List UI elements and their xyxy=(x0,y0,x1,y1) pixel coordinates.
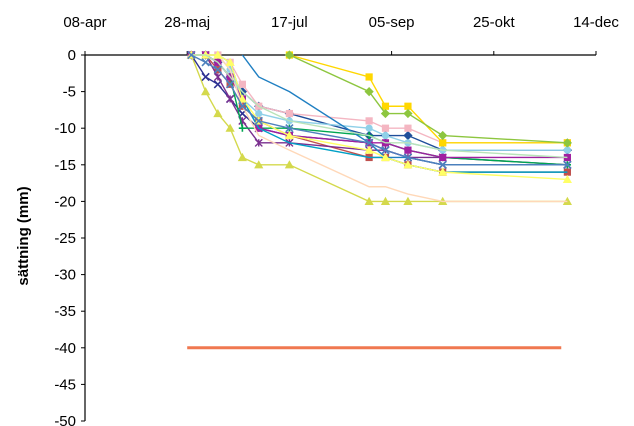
x-tick-label: 08-apr xyxy=(63,14,106,31)
data-point xyxy=(404,146,412,154)
series-line xyxy=(191,54,568,151)
data-point xyxy=(237,152,247,162)
series-line xyxy=(191,54,568,166)
data-point xyxy=(284,50,294,60)
data-point xyxy=(404,102,412,110)
data-point xyxy=(226,94,235,104)
data-point xyxy=(201,58,210,67)
data-point xyxy=(213,50,223,59)
data-point xyxy=(562,196,572,205)
y-tick-label: -15 xyxy=(54,157,76,174)
data-point xyxy=(213,65,223,74)
x-tick-label: 17-jul xyxy=(271,14,308,31)
data-point xyxy=(225,80,235,89)
series-line xyxy=(289,54,568,144)
data-point xyxy=(381,102,390,110)
series-17 xyxy=(187,50,572,169)
data-point xyxy=(255,109,263,118)
data-point xyxy=(404,124,412,132)
series-line xyxy=(190,54,568,203)
data-point xyxy=(563,160,572,169)
series-line xyxy=(191,54,568,159)
data-point xyxy=(403,196,413,205)
data-point xyxy=(213,72,222,82)
data-point xyxy=(562,174,572,184)
data-point xyxy=(381,124,390,132)
y-tick-label: -40 xyxy=(54,340,76,357)
series-line xyxy=(191,54,568,144)
series-line xyxy=(191,54,568,181)
data-point xyxy=(364,138,374,148)
data-point xyxy=(380,152,391,162)
series-line xyxy=(191,54,568,166)
y-tick-label: -35 xyxy=(54,303,76,320)
data-point xyxy=(200,87,211,96)
y-tick-label: -5 xyxy=(63,84,76,101)
data-point xyxy=(213,108,223,118)
data-point xyxy=(438,130,448,141)
x-tick-label: 05-sep xyxy=(369,14,415,31)
data-point xyxy=(438,160,447,169)
x-tick-label: 14-dec xyxy=(573,14,619,31)
data-point xyxy=(439,153,447,162)
data-point xyxy=(284,130,294,140)
y-tick-label: -25 xyxy=(54,230,76,247)
data-point xyxy=(381,131,390,140)
data-point xyxy=(225,123,235,132)
y-tick-label: 0 xyxy=(68,47,76,64)
data-point xyxy=(365,124,373,132)
series-group xyxy=(186,50,572,205)
y-tick-label: -50 xyxy=(54,413,76,426)
data-point xyxy=(563,168,571,176)
series-16 xyxy=(191,54,568,159)
x-tick-label: 28-maj xyxy=(164,14,210,31)
data-point xyxy=(254,138,263,147)
y-tick-label: -10 xyxy=(54,120,76,137)
data-point xyxy=(381,145,390,155)
series-line xyxy=(190,54,568,166)
data-point xyxy=(403,153,413,162)
data-point xyxy=(563,146,571,154)
data-point xyxy=(562,138,572,148)
y-axis-ticks: 0 -5 -10 -15 -20 -25 -30 -35 -40 -45 -50 xyxy=(54,47,85,426)
series-line xyxy=(190,54,568,166)
data-point xyxy=(365,73,373,81)
y-axis-title: sättning (mm) xyxy=(15,186,32,285)
data-point xyxy=(365,117,373,125)
data-point xyxy=(364,145,374,154)
data-point xyxy=(403,108,413,119)
data-point xyxy=(380,196,391,205)
data-point xyxy=(187,50,196,60)
data-point xyxy=(438,167,448,176)
data-point xyxy=(238,102,247,111)
y-tick-label: -45 xyxy=(54,376,76,393)
data-point xyxy=(285,109,293,118)
x-axis-ticks: 08-apr 28-maj 17-jul 05-sep 25-okt 14-dec xyxy=(63,14,619,55)
data-point xyxy=(284,160,294,169)
series-line xyxy=(289,54,568,144)
series-11 xyxy=(284,50,572,148)
data-point xyxy=(563,153,571,162)
data-point xyxy=(237,94,247,103)
data-point xyxy=(254,116,263,126)
data-point xyxy=(364,196,374,205)
data-point xyxy=(380,108,391,119)
data-point xyxy=(403,160,413,169)
x-tick-label: 25-okt xyxy=(473,14,516,31)
data-point xyxy=(439,139,447,147)
data-point xyxy=(403,130,413,141)
y-axis-title-group: sättning (mm) xyxy=(15,186,32,285)
y-tick-label: -30 xyxy=(54,267,76,284)
data-point xyxy=(238,80,246,88)
data-point xyxy=(201,72,210,82)
data-point xyxy=(225,57,235,66)
y-tick-label: -20 xyxy=(54,193,76,210)
data-point xyxy=(254,160,264,169)
data-point xyxy=(285,124,294,133)
data-point xyxy=(364,87,374,97)
data-point xyxy=(238,124,246,132)
